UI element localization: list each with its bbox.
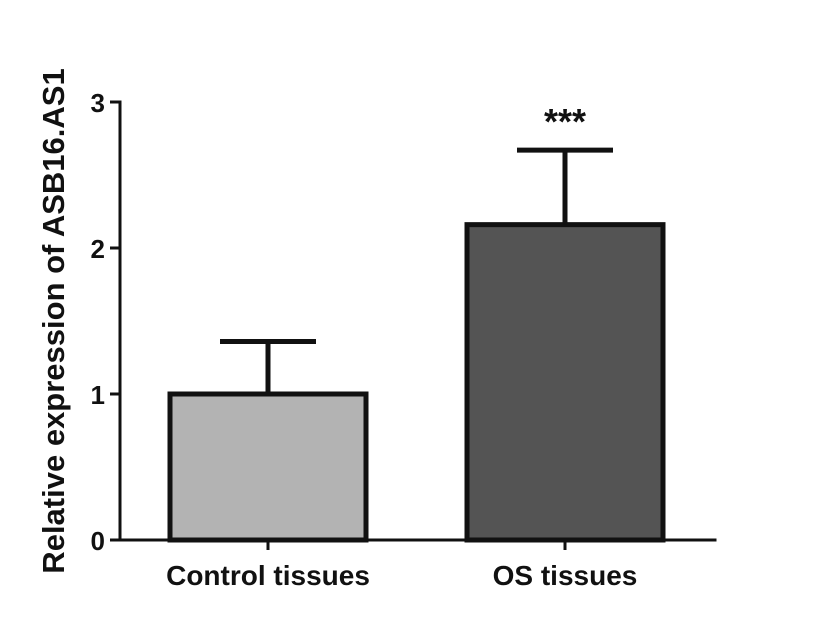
significance-label-0: *** — [544, 101, 586, 142]
error-bars-layer — [220, 147, 613, 394]
y-tick-label-1: 1 — [91, 380, 105, 410]
y-axis-title: Relative expression of ASB16.AS1 — [36, 68, 71, 573]
x-tick-label-1: OS tissues — [493, 560, 638, 591]
bars-layer — [167, 222, 666, 543]
y-tick-label-3: 3 — [91, 88, 105, 118]
y-tick-label-0: 0 — [91, 526, 105, 556]
x-tick-label-0: Control tissues — [166, 560, 370, 591]
annotations-layer: *** — [544, 101, 586, 142]
y-tick-label-2: 2 — [91, 234, 105, 264]
labels-layer: 0 1 2 3 Control tissues OS tissues — [91, 88, 638, 591]
bar-0 — [167, 391, 369, 543]
bar-1 — [464, 222, 666, 543]
